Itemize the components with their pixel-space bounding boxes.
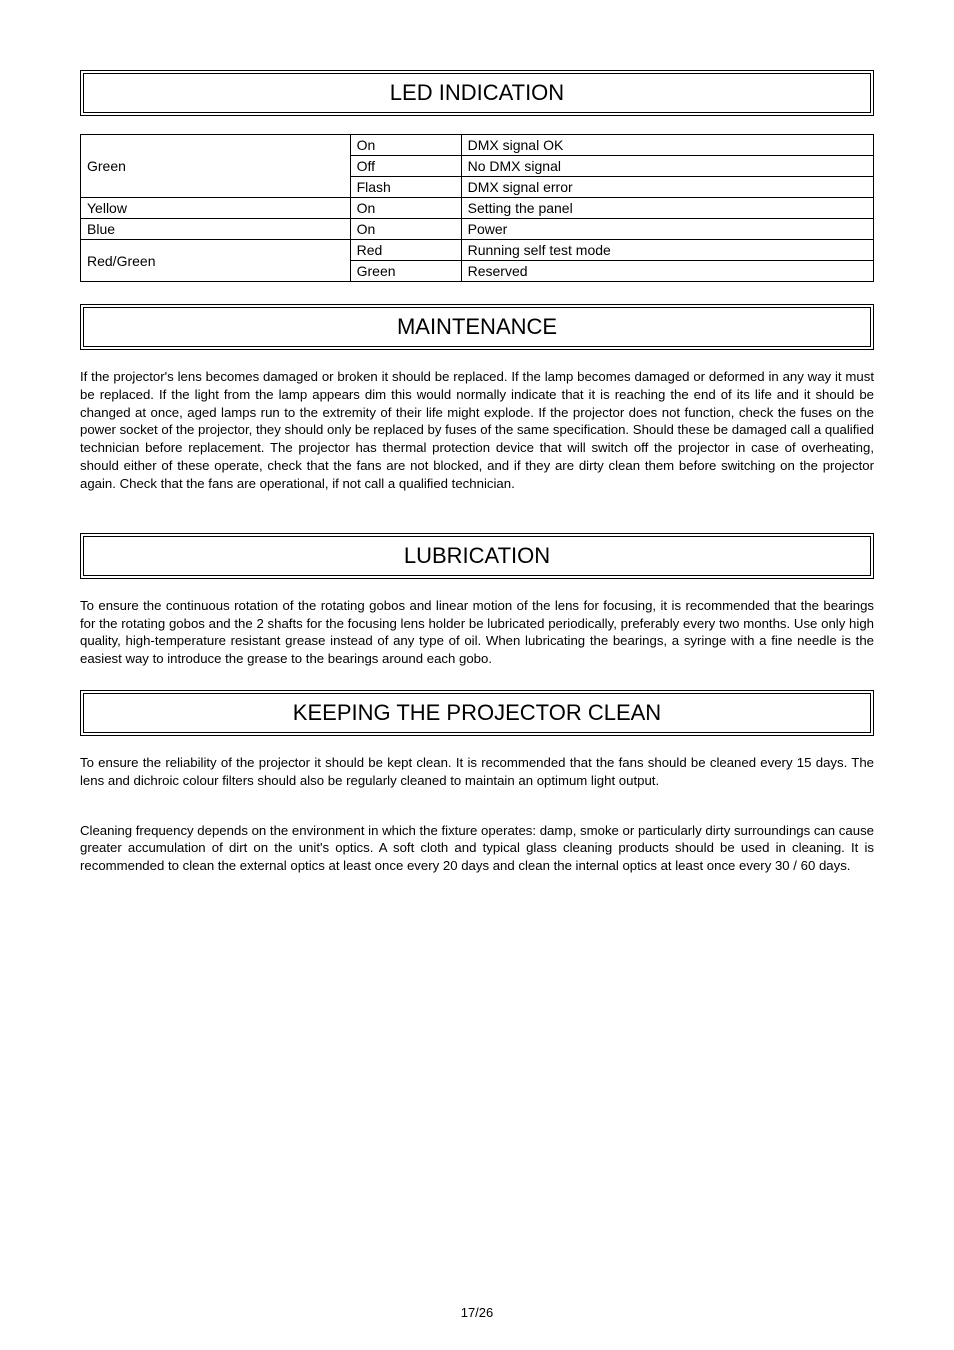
table-cell-meaning: Setting the panel [461,198,873,219]
table-cell-meaning: No DMX signal [461,156,873,177]
keeping-paragraph-2: Cleaning frequency depends on the enviro… [80,822,874,875]
table-cell-color: Yellow [81,198,351,219]
table-cell-color: Green [81,135,351,198]
table-cell-state: Off [350,156,461,177]
table-cell-state: Flash [350,177,461,198]
maintenance-paragraph: If the projector's lens becomes damaged … [80,368,874,493]
lubrication-paragraph: To ensure the continuous rotation of the… [80,597,874,668]
table-cell-meaning: DMX signal OK [461,135,873,156]
section-header-keeping: KEEPING THE PROJECTOR CLEAN [80,690,874,736]
table-cell-color: Blue [81,219,351,240]
table-row: Red/GreenRedRunning self test mode [81,240,874,261]
table-row: BlueOnPower [81,219,874,240]
led-table: GreenOnDMX signal OKOffNo DMX signalFlas… [80,134,874,282]
table-cell-color: Red/Green [81,240,351,282]
table-cell-state: On [350,219,461,240]
section-header-led: LED INDICATION [80,70,874,116]
section-header-maintenance: MAINTENANCE [80,304,874,350]
section-header-lubrication: LUBRICATION [80,533,874,579]
table-row: GreenOnDMX signal OK [81,135,874,156]
page-footer: 17/26 [0,1305,954,1320]
table-cell-meaning: Reserved [461,261,873,282]
table-cell-state: On [350,198,461,219]
table-cell-state: On [350,135,461,156]
table-cell-meaning: Power [461,219,873,240]
table-cell-state: Red [350,240,461,261]
table-row: YellowOnSetting the panel [81,198,874,219]
table-cell-state: Green [350,261,461,282]
table-cell-meaning: Running self test mode [461,240,873,261]
keeping-paragraph-1: To ensure the reliability of the project… [80,754,874,790]
table-cell-meaning: DMX signal error [461,177,873,198]
